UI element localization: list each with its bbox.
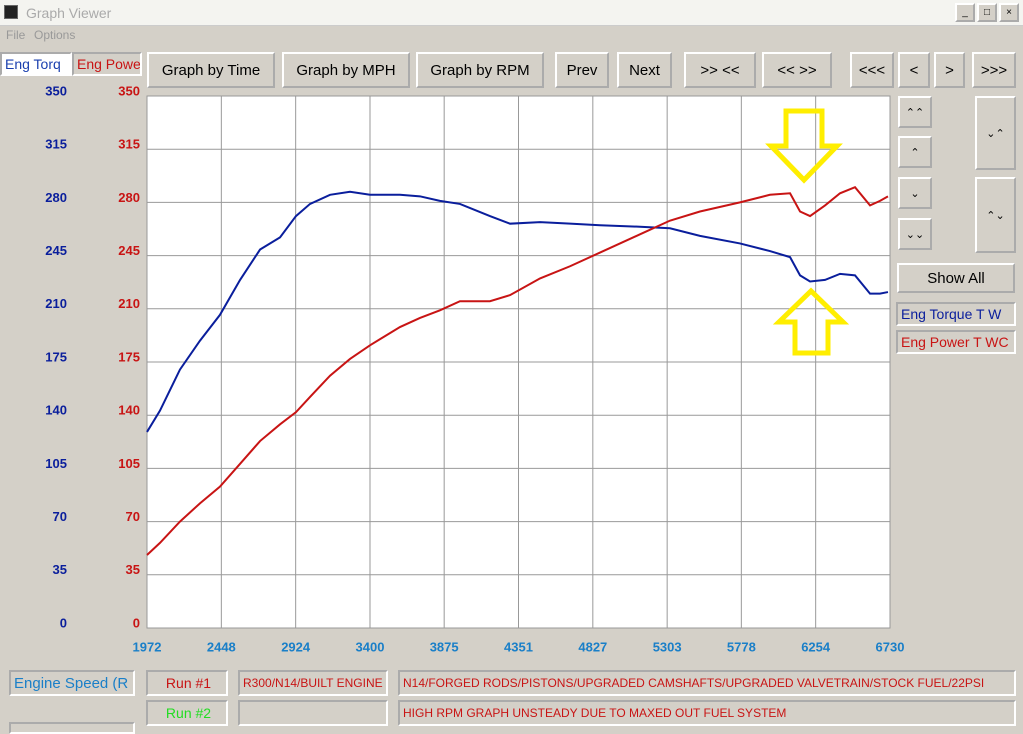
y-tick-label: 175 [45,349,67,364]
run-name [238,700,388,726]
y2-tick-label: 210 [118,296,140,311]
y-tick-label: 140 [45,403,67,418]
toolbar-button[interactable]: << >> [762,52,832,88]
toolbar-button[interactable]: Graph by MPH [282,52,410,88]
y-tick-label: 70 [53,509,67,524]
x-tick-label: 2448 [207,639,236,654]
series-line [146,185,889,556]
legend-entry: Eng Torque T W [896,302,1016,326]
zoom-in[interactable]: ⌄⌃ [975,96,1016,170]
x-tick-label: 6254 [801,639,831,654]
x-tick-label: 3875 [430,639,459,654]
x-tick-label: 3400 [356,639,385,654]
toolbar-button[interactable]: < [898,52,930,88]
y2-tick-label: 35 [126,562,140,577]
scroll-down[interactable]: ⌄ [898,177,932,209]
series-line [146,190,889,433]
x-tick-label: 4351 [504,639,533,654]
x-tick-label: 4827 [578,639,607,654]
y-tick-label: 280 [45,190,67,205]
toolbar-button[interactable]: <<< [850,52,894,88]
tab[interactable]: Eng Torq [0,52,72,76]
menu-options[interactable]: Options [34,28,76,42]
run-note: HIGH RPM GRAPH UNSTEADY DUE TO MAXED OUT… [398,700,1016,726]
field [9,722,135,734]
scroll-up-fast[interactable]: ⌃⌃ [898,96,932,128]
arrow-down [765,108,843,184]
y-tick-label: 0 [60,615,67,630]
close[interactable]: × [999,3,1019,22]
toolbar-button[interactable]: Next [617,52,672,88]
minimize[interactable]: _ [955,3,975,22]
x-axis-label: Engine Speed (R [9,670,135,696]
maximize[interactable]: □ [977,3,997,22]
x-tick-label: 2924 [281,639,311,654]
x-tick-label: 6730 [876,639,905,654]
annotation-arrows [765,108,850,356]
y2-tick-label: 105 [118,456,140,471]
y2-tick-label: 175 [118,349,140,364]
scroll-down-fast[interactable]: ⌄⌄ [898,218,932,250]
menu-file[interactable]: File [6,28,26,42]
y2-tick-label: 70 [126,509,140,524]
zoom-out[interactable]: ⌃⌄ [975,177,1016,253]
app-icon [4,5,18,19]
toolbar-button[interactable]: Graph by Time [147,52,275,88]
show-all[interactable]: Show All [897,263,1015,293]
y-tick-label: 315 [45,137,67,152]
x-tick-label: 5303 [653,639,682,654]
run-note: N14/FORGED RODS/PISTONS/UPGRADED CAMSHAF… [398,670,1016,696]
y-tick-label: 350 [45,83,67,98]
y-tick-label: 210 [45,296,67,311]
window-title: Graph Viewer [26,5,112,21]
run-name: R300/N14/BUILT ENGINE [238,670,388,696]
y-tick-label: 245 [45,243,67,258]
toolbar-button[interactable]: Graph by RPM [416,52,544,88]
x-tick-label: 5778 [727,639,756,654]
run-label: Run #2 [146,700,228,726]
y2-tick-label: 0 [133,615,140,630]
y2-tick-label: 245 [118,243,140,258]
x-tick-label: 1972 [133,639,162,654]
title-bar: Graph Viewer _ □ × [0,0,1023,26]
y2-tick-label: 315 [118,137,140,152]
legend-entry: Eng Power T WC [896,330,1016,354]
toolbar-button[interactable]: >>> [972,52,1016,88]
y2-tick-label: 140 [118,403,140,418]
y-tick-label: 105 [45,456,67,471]
run-label: Run #1 [146,670,228,696]
scroll-up[interactable]: ⌃ [898,136,932,168]
tab[interactable]: Eng Powe [72,52,142,76]
toolbar-button[interactable]: > [934,52,965,88]
y2-tick-label: 280 [118,190,140,205]
toolbar-button[interactable]: >> << [684,52,756,88]
y-tick-label: 35 [53,562,67,577]
arrow-up [772,287,850,356]
y2-tick-label: 350 [118,83,140,98]
toolbar-button[interactable]: Prev [555,52,609,88]
